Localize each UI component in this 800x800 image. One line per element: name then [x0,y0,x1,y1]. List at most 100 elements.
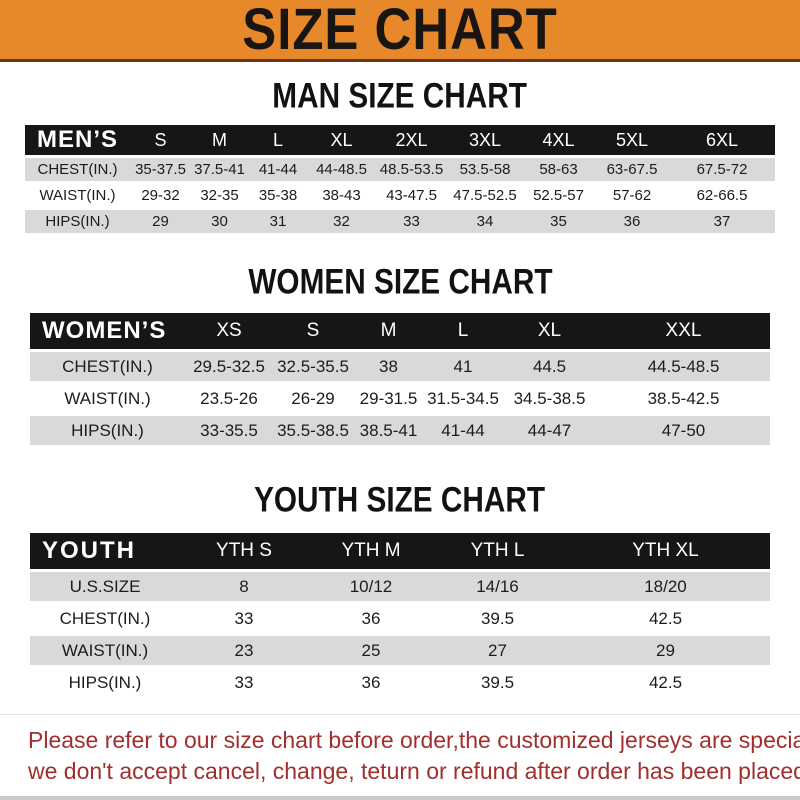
man-section-heading: MAN SIZE CHART [0,75,800,116]
men-size-header: S [130,125,191,155]
youth-hips-value: 39.5 [434,668,561,697]
banner-title: SIZE CHART [242,0,558,62]
men-size-header: 4XL [522,125,595,155]
youth-chest-value: 42.5 [561,604,770,633]
youth-size-header: YTH L [434,533,561,569]
youth-heading-text: YOUTH SIZE CHART [254,479,546,520]
men-hips-value: 37 [669,210,775,233]
men-hips-value: 34 [448,210,522,233]
men-chest-value: 37.5-41 [191,158,248,181]
men-size-header: XL [308,125,375,155]
women-waist-value: 29-31.5 [353,384,424,413]
men-chest-value: 48.5-53.5 [375,158,448,181]
women-waist-value: 26-29 [273,384,353,413]
men-waist-value: 35-38 [248,184,308,207]
youth-section-heading: YOUTH SIZE CHART [0,479,800,520]
youth-chest-row: CHEST(IN.) 33 36 39.5 42.5 [30,604,770,633]
men-waist-value: 38-43 [308,184,375,207]
men-header-row: MEN’S S M L XL 2XL 3XL 4XL 5XL 6XL [25,125,775,155]
image-bottom-border [0,796,800,800]
women-hips-value: 35.5-38.5 [273,416,353,445]
women-hips-value: 38.5-41 [353,416,424,445]
women-chest-value: 44.5-48.5 [597,352,770,381]
youth-waist-value: 23 [180,636,308,665]
youth-hips-value: 36 [308,668,434,697]
women-size-header: S [273,313,353,349]
women-chest-value: 38 [353,352,424,381]
men-size-header: 3XL [448,125,522,155]
order-notice-line1: Please refer to our size chart before or… [28,727,800,753]
youth-size-header: YTH XL [561,533,770,569]
women-size-header: L [424,313,502,349]
women-hips-value: 44-47 [502,416,597,445]
youth-table-label: YOUTH [30,533,180,569]
men-hips-label: HIPS(IN.) [25,210,130,233]
men-waist-value: 52.5-57 [522,184,595,207]
women-size-header: XS [185,313,273,349]
men-chest-value: 58-63 [522,158,595,181]
men-size-header: 2XL [375,125,448,155]
women-size-header: M [353,313,424,349]
women-chest-row: CHEST(IN.) 29.5-32.5 32.5-35.5 38 41 44.… [30,352,770,381]
youth-waist-value: 25 [308,636,434,665]
women-waist-value: 38.5-42.5 [597,384,770,413]
youth-chest-value: 39.5 [434,604,561,633]
men-hips-value: 31 [248,210,308,233]
youth-waist-row: WAIST(IN.) 23 25 27 29 [30,636,770,665]
men-chest-value: 63-67.5 [595,158,669,181]
women-table-label: WOMEN’S [30,313,185,349]
men-size-header: L [248,125,308,155]
men-hips-row: HIPS(IN.) 29 30 31 32 33 34 35 36 37 [25,210,775,233]
youth-waist-label: WAIST(IN.) [30,636,180,665]
men-waist-value: 62-66.5 [669,184,775,207]
women-hips-value: 33-35.5 [185,416,273,445]
women-chest-label: CHEST(IN.) [30,352,185,381]
women-chest-value: 41 [424,352,502,381]
women-hips-row: HIPS(IN.) 33-35.5 35.5-38.5 38.5-41 41-4… [30,416,770,445]
women-hips-value: 41-44 [424,416,502,445]
men-hips-value: 35 [522,210,595,233]
men-hips-value: 29 [130,210,191,233]
women-chest-value: 29.5-32.5 [185,352,273,381]
youth-hips-value: 33 [180,668,308,697]
youth-size-header: YTH M [308,533,434,569]
youth-chest-label: CHEST(IN.) [30,604,180,633]
men-hips-value: 36 [595,210,669,233]
order-notice: Please refer to our size chart before or… [0,714,800,799]
youth-waist-value: 29 [561,636,770,665]
women-hips-value: 47-50 [597,416,770,445]
men-size-header: 6XL [669,125,775,155]
youth-ussize-value: 18/20 [561,572,770,601]
size-chart-banner: SIZE CHART [0,0,800,62]
women-header-row: WOMEN’S XS S M L XL XXL [30,313,770,349]
women-waist-row: WAIST(IN.) 23.5-26 26-29 29-31.5 31.5-34… [30,384,770,413]
men-waist-value: 43-47.5 [375,184,448,207]
women-chest-value: 44.5 [502,352,597,381]
men-hips-value: 32 [308,210,375,233]
women-waist-value: 31.5-34.5 [424,384,502,413]
youth-chest-value: 33 [180,604,308,633]
youth-ussize-row: U.S.SIZE 8 10/12 14/16 18/20 [30,572,770,601]
youth-chest-value: 36 [308,604,434,633]
women-size-header: XL [502,313,597,349]
men-waist-label: WAIST(IN.) [25,184,130,207]
men-waist-value: 57-62 [595,184,669,207]
order-notice-line2: we don't accept cancel, change, teturn o… [28,758,800,784]
youth-ussize-label: U.S.SIZE [30,572,180,601]
youth-waist-value: 27 [434,636,561,665]
youth-size-table: YOUTH YTH S YTH M YTH L YTH XL U.S.SIZE … [30,530,770,700]
men-table-label: MEN’S [25,125,130,155]
men-waist-value: 32-35 [191,184,248,207]
youth-ussize-value: 14/16 [434,572,561,601]
men-chest-value: 35-37.5 [130,158,191,181]
youth-ussize-value: 8 [180,572,308,601]
men-chest-value: 67.5-72 [669,158,775,181]
women-heading-text: WOMEN SIZE CHART [247,261,553,302]
youth-size-header: YTH S [180,533,308,569]
men-waist-row: WAIST(IN.) 29-32 32-35 35-38 38-43 43-47… [25,184,775,207]
man-heading-text: MAN SIZE CHART [272,75,528,116]
women-size-header: XXL [597,313,770,349]
women-size-table: WOMEN’S XS S M L XL XXL CHEST(IN.) 29.5-… [30,310,770,448]
youth-hips-value: 42.5 [561,668,770,697]
youth-ussize-value: 10/12 [308,572,434,601]
